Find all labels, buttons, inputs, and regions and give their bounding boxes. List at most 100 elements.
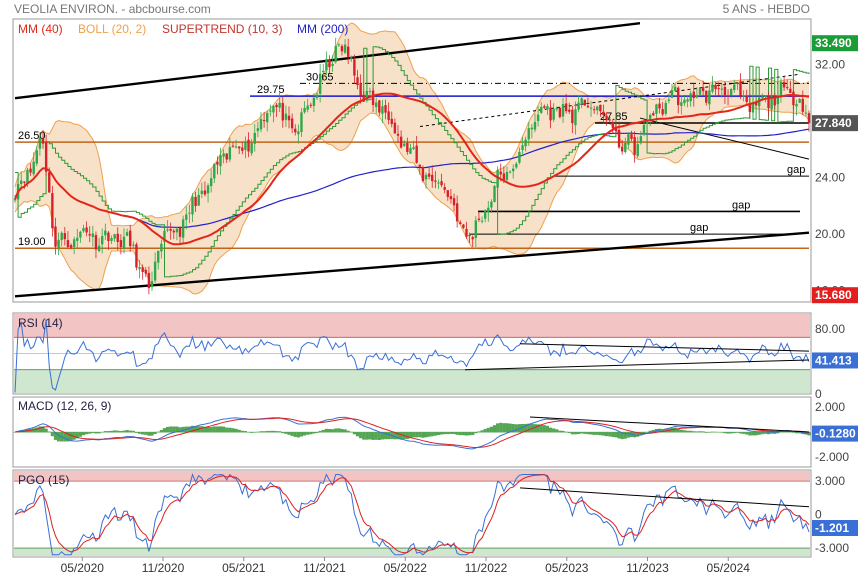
macd-histogram-bar: [281, 432, 285, 434]
x-axis-tick-label: 05/2023: [545, 561, 589, 575]
candle-body: [639, 136, 643, 144]
chart-header-title: VEOLIA ENVIRON. - abcbourse.com: [14, 2, 211, 16]
candle-body: [729, 89, 733, 96]
macd-histogram-bar: [212, 426, 216, 433]
candle-body: [754, 102, 758, 106]
macd-histogram-bar: [443, 432, 447, 435]
candle-body: [153, 261, 157, 281]
candle-body: [633, 137, 636, 155]
pgo-axis-tick-label: -3.000: [815, 541, 849, 555]
x-axis-tick-label: 11/2020: [142, 561, 185, 575]
candle-body: [13, 199, 17, 201]
candle-body: [188, 212, 191, 214]
candle-body: [624, 142, 627, 152]
candle-body: [540, 106, 543, 113]
candle-body: [340, 46, 344, 52]
candle-body: [91, 233, 95, 238]
macd-histogram-bar: [128, 430, 132, 433]
candle-body: [318, 73, 322, 94]
candle-body: [605, 115, 608, 121]
candle-body: [191, 196, 194, 215]
candle-body: [521, 145, 524, 151]
candle-body: [546, 106, 549, 110]
candle-body: [421, 166, 425, 182]
macd-histogram-bar: [231, 428, 235, 433]
macd-histogram-bar: [794, 432, 799, 434]
macd-histogram-bar: [141, 432, 145, 435]
candle-body: [294, 128, 297, 133]
candle-body: [378, 100, 381, 113]
macd-histogram-bar: [455, 432, 459, 435]
candle-body: [592, 109, 596, 111]
candle-body: [617, 129, 621, 148]
macd-histogram-bar: [66, 432, 70, 442]
macd-histogram-bar: [427, 432, 431, 437]
pgo-axis-tick-label: 0: [815, 508, 822, 522]
macd-histogram-bar: [477, 431, 481, 433]
candle-body: [241, 147, 244, 151]
macd-histogram-bar: [346, 430, 350, 433]
candle-body: [602, 111, 605, 115]
macd-histogram-bar: [327, 428, 332, 433]
macd-histogram-bar: [595, 432, 599, 435]
candle-body: [761, 96, 764, 99]
macd-histogram-bar: [271, 430, 276, 433]
candle-body: [371, 90, 375, 106]
candle-body: [150, 281, 154, 288]
macd-histogram-bar: [735, 432, 739, 433]
candle-body: [337, 44, 341, 46]
pgo-overbought-zone: [14, 471, 810, 482]
candle-body: [533, 121, 537, 130]
macd-histogram-bar: [243, 431, 248, 433]
candle-body: [51, 193, 54, 229]
macd-histogram-bar: [399, 432, 403, 440]
price-tag: [812, 115, 858, 132]
x-axis-tick-label: 05/2021: [222, 561, 266, 575]
macd-histogram-bar: [47, 431, 51, 433]
macd-histogram-bar: [156, 431, 160, 433]
macd-histogram-bar: [368, 432, 372, 440]
candle-body: [627, 134, 630, 145]
macd-histogram-bar: [134, 432, 139, 433]
candle-body: [26, 169, 29, 185]
rsi-layer: [14, 314, 810, 393]
candle-body: [658, 103, 661, 109]
candle-body: [599, 104, 602, 112]
macd-histogram-bar: [676, 428, 680, 433]
candle-body: [390, 118, 393, 124]
macd-histogram-bar: [100, 432, 104, 433]
candle-body: [574, 109, 577, 126]
bollinger-upper-line: [14, 22, 810, 227]
candle-body: [455, 203, 459, 222]
macd-histogram-bar: [617, 432, 621, 439]
macd-histogram-bar: [13, 432, 17, 433]
macd-histogram-bar: [78, 432, 82, 437]
macd-histogram-bar: [430, 432, 434, 437]
candle-body: [306, 105, 309, 110]
macd-histogram-bar: [464, 432, 469, 436]
candle-body: [708, 90, 711, 105]
macd-histogram-bar: [97, 432, 101, 434]
gap-label: gap: [690, 222, 708, 234]
macd-histogram-bar: [215, 426, 219, 433]
candle-body: [462, 224, 465, 228]
macd-histogram-bar: [225, 427, 229, 433]
x-axis-tick-label: 11/2022: [465, 561, 508, 575]
candle-body: [434, 180, 437, 182]
macd-histogram-bar: [44, 428, 48, 433]
macd-histogram-bar: [492, 425, 497, 433]
macd-histogram-bar: [555, 429, 559, 433]
macd-histogram-bar: [421, 432, 425, 438]
candle-body: [259, 119, 263, 130]
macd-histogram-bar: [365, 432, 369, 440]
candle-body: [32, 161, 35, 175]
candle-body: [269, 110, 272, 112]
candle-body: [418, 164, 421, 167]
macd-histogram-bar: [573, 432, 578, 435]
candle-body: [350, 57, 353, 59]
macd-histogram-bar: [791, 432, 796, 433]
macd-histogram-bar: [178, 427, 182, 433]
macd-histogram-bar: [583, 432, 587, 434]
macd-histogram-bar: [200, 426, 204, 433]
